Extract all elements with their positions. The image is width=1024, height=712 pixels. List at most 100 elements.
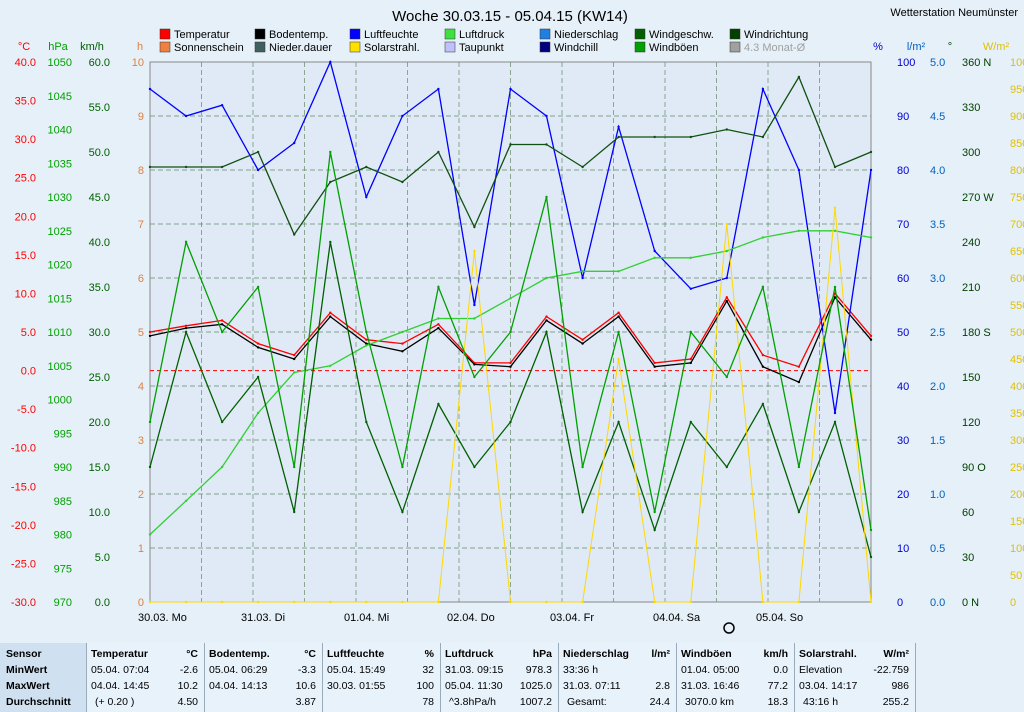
series-point-1 [220, 323, 224, 326]
series-point-2 [617, 125, 620, 128]
solar-tick-label: 750 [1010, 192, 1024, 204]
series-point-2 [581, 276, 584, 280]
series-point-6 [437, 600, 440, 604]
series-point-0 [401, 342, 404, 345]
series-point-1 [365, 342, 368, 345]
series-point-1 [184, 326, 188, 330]
stat-min: 978.3 [525, 664, 552, 676]
series-point-5 [653, 135, 656, 139]
direction-tick-label: 120 [962, 417, 980, 429]
series-point-5 [473, 225, 476, 229]
series-point-3 [437, 317, 440, 320]
pressure-tick-label: 1020 [48, 260, 72, 272]
series-point-4 [761, 402, 765, 406]
direction-tick-label: 0 N [962, 597, 979, 609]
series-point-2 [869, 168, 873, 172]
rain-tick-label: 1.0 [930, 489, 945, 501]
series-point-7 [437, 285, 440, 289]
series-point-7 [365, 330, 368, 334]
temperature-tick-label: -20.0 [11, 520, 36, 532]
wind-tick-label: 20.0 [89, 417, 110, 429]
series-point-2 [256, 168, 260, 172]
stat-avg-note: Gesamt: [567, 696, 607, 708]
series-point-1 [401, 350, 404, 353]
series-point-2 [725, 276, 728, 280]
stat-max: 10.2 [177, 680, 198, 692]
series-point-2 [653, 249, 656, 253]
stat-avg: 255.2 [882, 696, 909, 708]
series-point-2 [365, 195, 368, 199]
series-point-7 [509, 330, 512, 334]
solar-tick-label: 100 [1010, 543, 1024, 555]
hours-tick-label: 3 [138, 435, 144, 447]
legend-swatch [444, 28, 456, 40]
temperature-tick-label: 20.0 [15, 211, 36, 223]
stat-column-6: Solarstrahl. W/m² Elevation -22.759 03.04. 1… [795, 643, 916, 712]
stat-max-time: 31.03. 16:46 [681, 680, 740, 692]
pressure-tick-label: 990 [54, 462, 72, 474]
series-point-2 [148, 87, 152, 91]
stat-min-time: 33:36 h [563, 664, 599, 676]
stat-unit: °C [186, 648, 198, 660]
pressure-tick-label: 1045 [48, 91, 72, 103]
hours-tick-label: 2 [138, 489, 144, 501]
pressure-tick-label: 985 [54, 496, 72, 508]
x-tick-label: 01.04. Mi [344, 612, 389, 624]
series-point-6 [401, 600, 404, 604]
series-point-3 [833, 229, 837, 232]
direction-tick-label: 300 [962, 147, 980, 159]
series-point-1 [761, 365, 765, 368]
series-point-1 [256, 346, 260, 349]
series-point-6 [184, 600, 188, 604]
series-point-4 [184, 330, 188, 334]
series-point-1 [797, 380, 801, 384]
solar-tick-label: 450 [1010, 354, 1024, 366]
series-point-0 [365, 338, 368, 341]
rain-tick-label: 0.0 [930, 597, 945, 609]
direction-tick-label: 210 [962, 282, 980, 294]
series-point-1 [617, 315, 620, 318]
stat-avg: 4.50 [177, 696, 198, 708]
series-point-3 [869, 236, 873, 239]
temperature-tick-label: -30.0 [11, 597, 36, 609]
series-point-5 [184, 165, 188, 169]
stat-min: -3.3 [297, 664, 316, 676]
series-point-4 [689, 420, 692, 424]
wind-tick-label: 10.0 [89, 507, 110, 519]
solar-tick-label: 550 [1010, 300, 1024, 312]
series-point-3 [148, 533, 152, 536]
stat-min: -22.759 [873, 664, 909, 676]
temperature-tick-label: 40.0 [15, 57, 36, 69]
legend-label: Luftfeuchte [364, 29, 418, 41]
solar-tick-label: 1000 [1010, 57, 1024, 69]
wind-tick-label: 55.0 [89, 102, 110, 114]
series-point-3 [293, 371, 296, 374]
pressure-tick-label: 995 [54, 428, 72, 440]
series-point-0 [256, 342, 260, 345]
series-point-7 [148, 420, 152, 424]
x-tick-label: 31.03. Di [241, 612, 285, 624]
direction-tick-label: 180 S [962, 327, 991, 339]
legend-swatch [444, 41, 456, 53]
hours-tick-label: 4 [138, 381, 144, 393]
series-point-7 [689, 330, 692, 334]
series-point-5 [148, 165, 152, 169]
series-point-7 [653, 510, 656, 514]
series-point-1 [653, 365, 656, 368]
series-point-2 [797, 168, 801, 172]
pressure-tick-label: 1000 [48, 395, 72, 407]
series-point-4 [293, 510, 296, 514]
temperature-tick-label: 5.0 [21, 327, 36, 339]
stat-title: Windböen [681, 648, 732, 660]
series-point-3 [689, 256, 692, 259]
solar-tick-label: 850 [1010, 138, 1024, 150]
pressure-tick-label: 1035 [48, 158, 72, 170]
series-point-4 [256, 375, 260, 379]
series-point-1 [148, 334, 152, 338]
humidity-tick-label: 70 [897, 219, 909, 231]
stat-max: 100 [416, 680, 434, 692]
hours-tick-label: 9 [138, 111, 144, 123]
series-point-4 [220, 420, 224, 424]
series-point-3 [256, 411, 260, 415]
row-labels-column: Sensor MinWert MaxWert Durchschnitt [0, 643, 87, 712]
